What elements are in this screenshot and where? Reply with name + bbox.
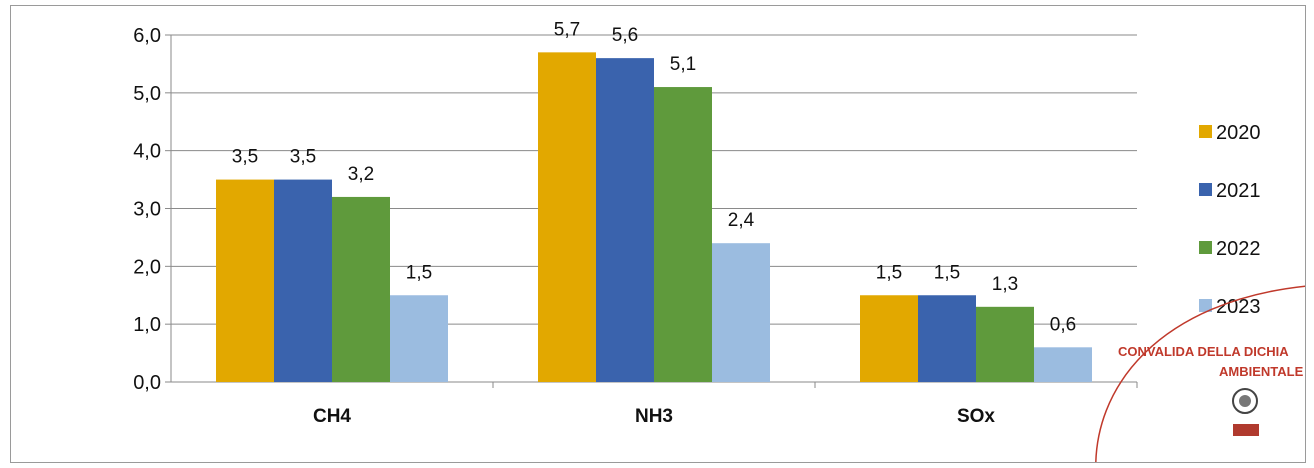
y-tick-label: 1,0 [133, 314, 161, 336]
data-label: 1,5 [406, 262, 432, 283]
y-tick-label: 6,0 [133, 25, 161, 47]
bar-sox-2021 [918, 295, 976, 382]
bureau-veritas-logo-icon [1233, 424, 1259, 436]
stamp-line-1: CONVALIDA DELLA DICHIA [1118, 344, 1289, 359]
data-label: 3,2 [348, 164, 374, 185]
category-label: NH3 [635, 406, 673, 427]
bar-ch4-2021 [274, 179, 332, 382]
bar-nh3-2022 [654, 87, 712, 383]
bar-chart: 0,0 1,0 2,0 3,0 4,0 5,0 6,0 3,5 3,5 3,2 1,5 CH4 5,7 5… [133, 19, 1306, 462]
bar-ch4-2020 [216, 179, 274, 382]
data-label: 2,4 [728, 210, 755, 231]
y-tick-label: 2,0 [133, 256, 161, 278]
data-label: 5,6 [612, 25, 638, 46]
y-tick-label: 4,0 [133, 141, 161, 163]
bar-sox-2023 [1034, 347, 1092, 382]
bar-nh3-2020 [538, 52, 596, 382]
legend-label-2022: 2022 [1216, 238, 1261, 260]
legend-swatch-2020 [1199, 125, 1212, 138]
data-label: 0,6 [1050, 314, 1076, 335]
data-label: 1,3 [992, 274, 1018, 295]
bar-ch4-2023 [390, 295, 448, 382]
seal-inner-icon [1239, 395, 1251, 407]
bar-ch4-2022 [332, 196, 390, 382]
data-label: 1,5 [934, 262, 960, 283]
bar-sox-2020 [860, 295, 918, 382]
data-label: 5,7 [554, 19, 580, 40]
bar-sox-2022 [976, 306, 1034, 382]
category-label: SOx [957, 406, 995, 427]
y-tick-label: 0,0 [133, 372, 161, 394]
bar-nh3-2023 [712, 243, 770, 382]
legend-swatch-2023 [1199, 299, 1212, 312]
legend-swatch-2021 [1199, 183, 1212, 196]
data-label: 1,5 [876, 262, 902, 283]
legend-label-2021: 2021 [1216, 180, 1261, 202]
legend-label-2020: 2020 [1216, 122, 1261, 144]
category-label: CH4 [313, 406, 351, 427]
y-tick-label: 5,0 [133, 83, 161, 105]
bar-nh3-2021 [596, 58, 654, 383]
chart-frame: 0,0 1,0 2,0 3,0 4,0 5,0 6,0 3,5 3,5 3,2 1,5 CH4 5,7 5… [10, 5, 1306, 463]
data-label: 3,5 [290, 147, 316, 168]
y-tick-label: 3,0 [133, 199, 161, 221]
legend-label-2023: 2023 [1216, 296, 1261, 318]
stamp-arc [1095, 285, 1305, 462]
stamp-line-2: AMBIENTALE EMA [1219, 364, 1306, 379]
data-label: 3,5 [232, 147, 258, 168]
data-label: 5,1 [670, 54, 696, 75]
legend-swatch-2022 [1199, 241, 1212, 254]
